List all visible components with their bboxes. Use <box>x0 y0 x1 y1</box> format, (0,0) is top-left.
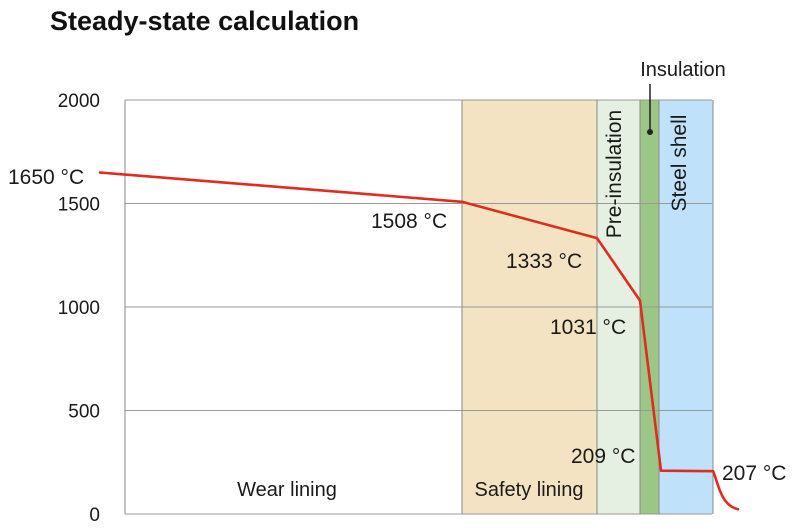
layer-label-safety-lining: Safety lining <box>475 479 584 501</box>
data-label-207: 207 °C <box>722 462 786 485</box>
layer-label-pre-insulation: Pre-insulation <box>603 110 626 238</box>
layer-label-wear-lining: Wear lining <box>237 479 337 501</box>
y-axis-ticks: 0 500 1000 1500 2000 <box>58 91 100 526</box>
temperature-series-line <box>98 171 740 511</box>
y-tick-label: 500 <box>68 402 100 423</box>
data-label-1650: 1650 °C <box>8 166 84 189</box>
gridlines <box>125 99 712 515</box>
chart-title: Steady-state calculation <box>50 6 360 36</box>
data-label-1508: 1508 °C <box>371 210 447 233</box>
y-tick-label: 1500 <box>58 195 100 216</box>
data-label-1333: 1333 °C <box>506 250 582 273</box>
y-tick-label: 0 <box>89 505 100 526</box>
y-tick-label: 2000 <box>58 91 100 112</box>
data-label-1031: 1031 °C <box>550 316 626 339</box>
data-labels: 1650 °C 1508 °C 1333 °C 1031 °C 209 °C 2… <box>8 166 786 485</box>
layer-label-steel-shell: Steel shell <box>668 115 691 212</box>
layer-label-insulation: Insulation <box>640 59 726 81</box>
data-label-209: 209 °C <box>571 445 635 468</box>
insulation-leader-dot <box>647 129 653 135</box>
y-tick-label: 1000 <box>58 298 100 319</box>
layer-labels: Wear lining Safety lining Pre-insulation… <box>237 59 726 501</box>
